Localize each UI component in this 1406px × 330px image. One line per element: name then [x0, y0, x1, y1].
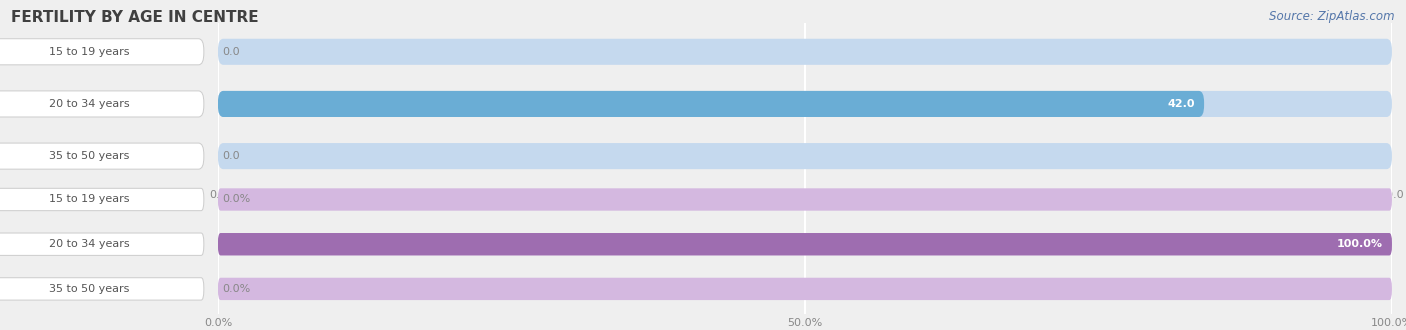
FancyBboxPatch shape: [0, 188, 204, 211]
Text: 0.0: 0.0: [222, 47, 240, 57]
FancyBboxPatch shape: [218, 143, 1392, 169]
FancyBboxPatch shape: [0, 91, 204, 117]
Text: 20 to 34 years: 20 to 34 years: [49, 99, 129, 109]
Text: 0.0%: 0.0%: [222, 284, 250, 294]
FancyBboxPatch shape: [0, 233, 204, 255]
Text: FERTILITY BY AGE IN CENTRE: FERTILITY BY AGE IN CENTRE: [11, 10, 259, 25]
Text: 0.0: 0.0: [222, 151, 240, 161]
FancyBboxPatch shape: [218, 91, 1204, 117]
Text: 15 to 19 years: 15 to 19 years: [49, 47, 129, 57]
FancyBboxPatch shape: [0, 278, 204, 300]
Text: 15 to 19 years: 15 to 19 years: [49, 194, 129, 205]
Text: Source: ZipAtlas.com: Source: ZipAtlas.com: [1270, 10, 1395, 23]
FancyBboxPatch shape: [218, 39, 1392, 65]
FancyBboxPatch shape: [218, 91, 1392, 117]
FancyBboxPatch shape: [0, 143, 204, 169]
FancyBboxPatch shape: [218, 278, 1392, 300]
Text: 35 to 50 years: 35 to 50 years: [49, 151, 129, 161]
Text: 35 to 50 years: 35 to 50 years: [49, 284, 129, 294]
FancyBboxPatch shape: [218, 233, 1392, 255]
Text: 20 to 34 years: 20 to 34 years: [49, 239, 129, 249]
Text: 0.0%: 0.0%: [222, 194, 250, 205]
Text: 100.0%: 100.0%: [1337, 239, 1382, 249]
FancyBboxPatch shape: [0, 39, 204, 65]
Text: 42.0: 42.0: [1167, 99, 1195, 109]
FancyBboxPatch shape: [218, 233, 1392, 255]
FancyBboxPatch shape: [218, 188, 1392, 211]
